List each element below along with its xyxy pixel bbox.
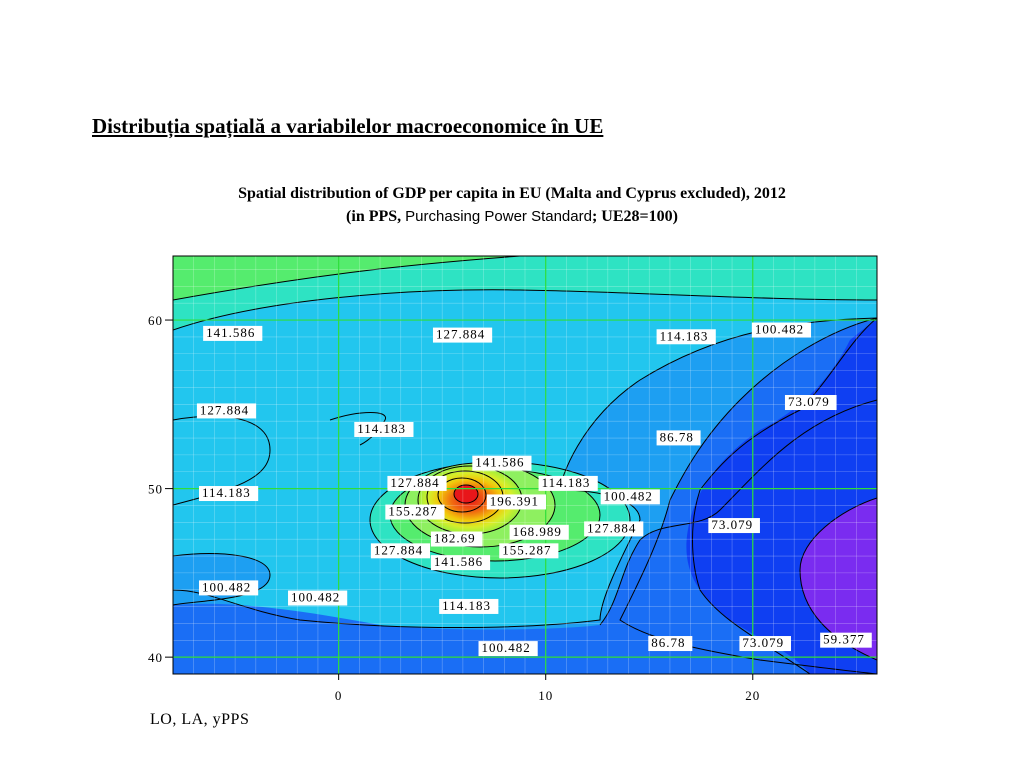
contour-label-box [439,598,499,614]
contour-label-box [354,421,414,437]
contour-label-box [198,486,259,502]
contour-label-box [751,322,812,338]
contour-label: 155.287 [502,542,551,557]
x-tick-label: 10 [538,688,553,703]
contour-label-box [538,475,598,491]
chart-title-part-a: (in PPS, [346,208,406,225]
contour-label-box [432,327,493,343]
contour-band-59 [800,498,877,660]
contour-label: 73.079 [742,635,784,650]
contour-label: 100.482 [755,322,804,337]
contour-ring-196 [453,484,479,504]
contour-label: 114.183 [357,421,406,436]
contour-lines [173,256,877,674]
contour-ring-182 [437,477,487,513]
contour-label: 141.586 [206,325,255,340]
contour-label-box [370,543,431,559]
contour-label: 168.989 [513,524,562,539]
contour-label-box [288,590,348,606]
contour-label: 127.884 [374,542,423,557]
x-tick-label: 20 [745,688,760,703]
y-tick-label: 60 [148,313,163,328]
contour-label: 127.884 [200,402,249,417]
contour-label: 127.884 [587,520,636,535]
contour-label-box [784,395,837,411]
contour-label: 127.884 [390,475,439,490]
contour-label-box [708,518,760,534]
contour-label-box [203,325,263,341]
contour-label: 114.183 [202,485,251,500]
contour-label: 100.482 [604,488,653,503]
contour-label-box [648,636,693,652]
contour-label: 127.884 [436,327,485,342]
contour-label-box [478,641,538,657]
contour-label-box [584,521,644,537]
contour-label: 73.079 [711,517,753,532]
plot-area: 141.586 127.884 114.183 100.482 73.079 127.88… [173,256,877,674]
contour-label-box [385,504,445,520]
contour-label-box [509,524,569,540]
contour-label: 114.183 [442,598,491,613]
page-heading: Distribuția spațială a variabilelor macr… [92,114,604,138]
plot-frame [172,255,878,675]
contour-band-141 [173,256,520,300]
contour-label: 86.78 [651,635,685,650]
contour-label: 141.586 [475,455,524,470]
contour-label: 114.183 [542,475,591,490]
chart-title-part-b: ; UE28=100) [591,208,678,225]
contour-label: 86.78 [660,429,694,444]
y-tick-label: 50 [148,482,163,497]
contour-label-box [196,403,257,419]
contour-label-box [499,543,559,559]
contour-label-box [430,555,491,571]
contour-label: 141.586 [434,554,483,569]
chart-title-line-2: (in PPS, Purchasing Power Standard; UE28… [0,208,1024,226]
contour-label: 182.69 [434,531,476,546]
contour-label-box [656,329,716,345]
contour-label: 196.391 [490,493,539,508]
contour-label-box [820,632,872,648]
contour-label-box [600,489,660,505]
axes: 0 10 20 40 50 60 [148,313,760,703]
y-tick-label: 40 [148,650,163,665]
contour-label: 73.079 [788,394,830,409]
chart-title-line-1: Spatial distribution of GDP per capita i… [238,185,786,202]
contour-labels: 141.586 127.884 114.183 100.482 73.079 127.88… [196,322,872,657]
contour-label: 100.482 [482,640,531,655]
contour-label-box [198,580,259,596]
contour-label-box [387,475,447,491]
contour-label-box [486,494,546,510]
contour-label-box [739,636,792,652]
contour-label-box [656,430,701,446]
contour-label: 100.482 [202,579,251,594]
x-tick-label: 0 [335,688,343,703]
contour-label-box [430,531,483,547]
contour-label: 114.183 [660,328,709,343]
contour-label-box [472,455,532,471]
contour-band-127 [173,256,877,330]
contour-label: 100.482 [291,590,340,605]
footer-variables: LO, LA, yPPS [150,711,250,728]
contour-label: 155.287 [388,504,437,519]
chart-title-part-normal: Purchasing Power Standard [405,208,592,225]
contour-label: 59.377 [823,632,865,647]
